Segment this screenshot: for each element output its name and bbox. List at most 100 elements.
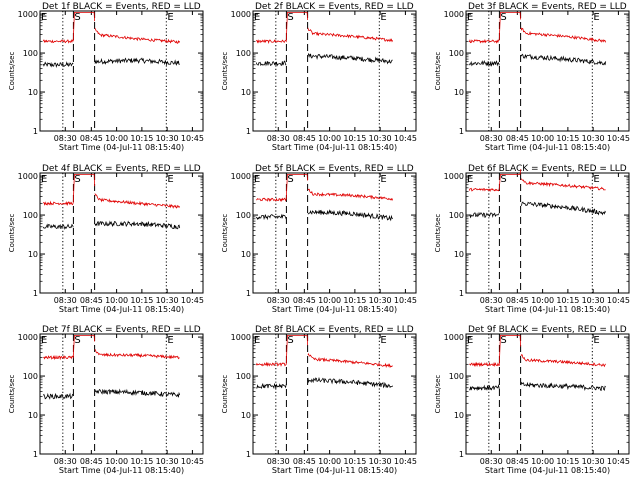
x-tick-label: 08:30 [267, 457, 290, 466]
panel-title: Det 9f BLACK = Events, RED = LLD [468, 325, 627, 335]
x-tick-label: 08:45 [293, 296, 316, 305]
lld-series-line [42, 12, 96, 44]
marker-label: E [254, 174, 260, 185]
panel-title: Det 3f BLACK = Events, RED = LLD [468, 2, 627, 12]
y-tick-label: 1000 [18, 172, 38, 181]
lld-series-line [520, 354, 606, 368]
x-axis-label: Start Time (04-Jul-11 08:15:40) [59, 143, 184, 152]
x-tick-label: 10:30 [156, 296, 179, 305]
x-tick-label: 08:45 [293, 134, 316, 143]
x-tick-label: 08:45 [80, 134, 103, 143]
x-tick-label: 10:15 [130, 457, 153, 466]
x-tick-label: 10:45 [181, 134, 204, 143]
panel-title: Det 7f BLACK = Events, RED = LLD [42, 325, 201, 335]
y-tick-label: 10 [28, 250, 38, 259]
y-tick-label: 10 [454, 88, 464, 97]
lld-series-line [468, 169, 522, 193]
x-tick-label: 10:30 [156, 134, 179, 143]
panel-title: Det 8f BLACK = Events, RED = LLD [255, 325, 414, 335]
panel-det-2: Det 2f BLACK = Events, RED = LLD 1 10 100 10… [221, 2, 417, 152]
x-axis-label: Start Time (04-Jul-11 08:15:40) [272, 466, 397, 475]
marker-label: E [467, 335, 473, 346]
y-tick-label: 1 [33, 289, 38, 298]
events-series-line [255, 213, 287, 221]
y-axis-label: Counts/sec [434, 214, 442, 253]
x-tick-label: 08:45 [80, 457, 103, 466]
events-series-line [256, 382, 287, 390]
lld-series-line [307, 188, 394, 202]
marker-label: E [167, 12, 173, 23]
events-series-line [94, 220, 181, 230]
lld-series-line [468, 12, 522, 44]
marker-label: S [500, 174, 506, 185]
y-tick-label: 1 [33, 127, 38, 136]
plot-frame [465, 333, 630, 455]
x-tick-label: 10:15 [343, 296, 366, 305]
marker-label: E [41, 174, 47, 185]
y-tick-label: 1000 [231, 333, 251, 342]
x-tick-label: 10:45 [607, 457, 630, 466]
y-axis-label: Counts/sec [221, 214, 229, 253]
marker-label: E [41, 12, 47, 23]
x-tick-label: 10:00 [531, 296, 554, 305]
x-tick-label: 08:45 [80, 296, 103, 305]
x-tick-label: 10:15 [556, 296, 579, 305]
marker-label: E [41, 335, 47, 346]
x-tick-label: 10:30 [582, 134, 605, 143]
y-tick-label: 10 [454, 411, 464, 420]
x-axis-label: Start Time (04-Jul-11 08:15:40) [485, 466, 610, 475]
x-tick-label: 10:45 [607, 134, 630, 143]
y-tick-label: 1 [246, 289, 251, 298]
x-tick-label: 08:45 [506, 296, 529, 305]
x-tick-label: 10:30 [369, 134, 392, 143]
panel-title: Det 1f BLACK = Events, RED = LLD [42, 2, 201, 12]
plot-frame [252, 172, 417, 294]
marker-label: S [74, 335, 80, 346]
marker-label: S [74, 174, 80, 185]
y-tick-label: 100 [236, 372, 251, 381]
x-tick-label: 10:00 [105, 457, 128, 466]
marker-label: E [380, 174, 386, 185]
x-tick-label: 08:45 [293, 457, 316, 466]
events-series-line [255, 60, 287, 67]
x-axis-label: Start Time (04-Jul-11 08:15:40) [59, 305, 184, 314]
events-series-line [307, 53, 393, 65]
y-axis-label: Counts/sec [221, 52, 229, 91]
x-tick-label: 10:15 [556, 134, 579, 143]
marker-label: S [500, 12, 506, 23]
x-axis-label: Start Time (04-Jul-11 08:15:40) [485, 143, 610, 152]
x-axis-label: Start Time (04-Jul-11 08:15:40) [485, 305, 610, 314]
x-axis-label: Start Time (04-Jul-11 08:15:40) [272, 143, 397, 152]
x-tick-label: 10:15 [130, 296, 153, 305]
x-tick-label: 10:30 [369, 457, 392, 466]
panel-det-5: Det 5f BLACK = Events, RED = LLD 1 10 100 10… [221, 164, 417, 314]
events-series-line [42, 223, 74, 230]
x-tick-label: 10:45 [181, 457, 204, 466]
y-tick-label: 1 [246, 127, 251, 136]
marker-label: E [467, 12, 473, 23]
events-series-line [468, 211, 500, 219]
marker-label: E [167, 174, 173, 185]
y-tick-label: 1000 [18, 333, 38, 342]
x-tick-label: 10:45 [181, 296, 204, 305]
y-tick-label: 1000 [231, 10, 251, 19]
panel-det-8: Det 8f BLACK = Events, RED = LLD 1 10 100 10… [221, 325, 417, 475]
x-tick-label: 10:00 [105, 134, 128, 143]
y-tick-label: 100 [23, 211, 38, 220]
x-tick-label: 10:30 [156, 457, 179, 466]
y-axis-label: Counts/sec [8, 52, 16, 91]
y-tick-label: 10 [241, 250, 251, 259]
y-tick-label: 1 [33, 450, 38, 459]
marker-label: E [593, 12, 599, 23]
x-tick-label: 08:45 [506, 134, 529, 143]
events-series-line [307, 209, 394, 222]
x-tick-label: 10:15 [130, 134, 153, 143]
y-tick-label: 1 [459, 289, 464, 298]
lld-series-line [256, 174, 309, 203]
x-tick-label: 10:15 [343, 457, 366, 466]
y-axis-label: Counts/sec [434, 375, 442, 414]
events-series-line [468, 60, 500, 67]
marker-label: S [287, 335, 293, 346]
lld-series-line [94, 193, 181, 209]
